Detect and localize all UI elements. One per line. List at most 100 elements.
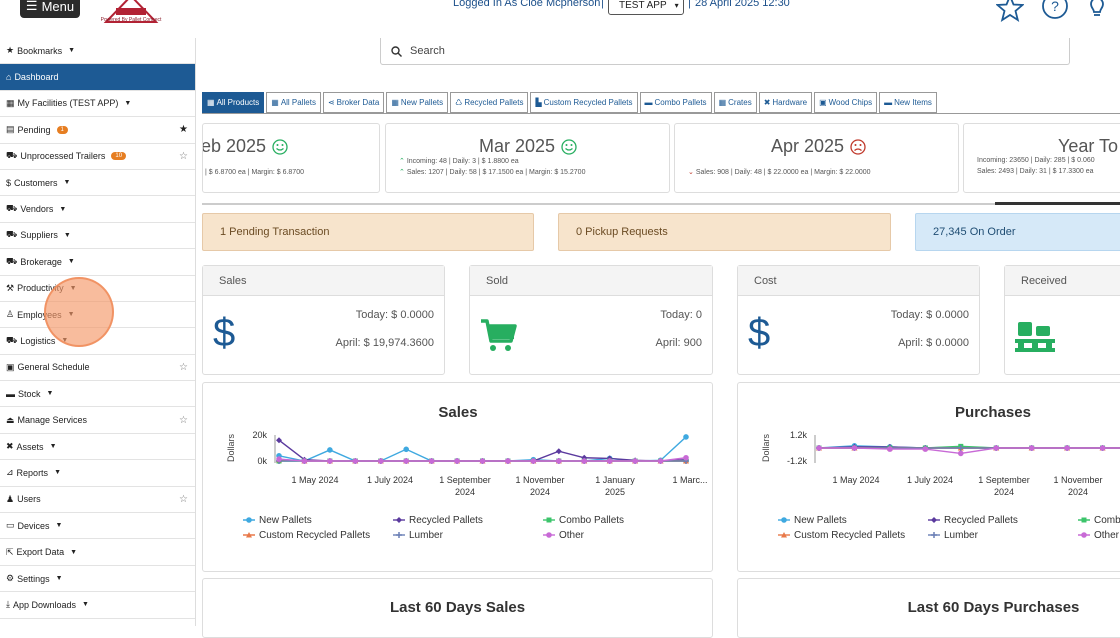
x-tick-label: 1 November	[515, 475, 564, 485]
tab-broker-data[interactable]: ⋖ Broker Data	[322, 92, 385, 113]
export-icon: ⇱	[6, 546, 14, 557]
tab-wood-chips[interactable]: ▣ Wood Chips	[814, 92, 878, 113]
tab-crates[interactable]: ▦ Crates	[713, 92, 757, 113]
x-tick-label: 2025	[605, 487, 625, 497]
sidebar-item-label: Unprocessed Trailers	[20, 151, 106, 162]
sidebar-item-my-facilities-test-app[interactable]: ▦ My Facilities (TEST APP) ▼	[0, 91, 195, 118]
pending-transaction-alert[interactable]: 1 Pending Transaction	[202, 213, 534, 251]
y-axis-label: Dollars	[761, 434, 771, 463]
tab-new-pallets[interactable]: ▦ New Pallets	[386, 92, 449, 113]
lightbulb-icon[interactable]	[1083, 0, 1111, 22]
legend-label: Lumber	[944, 530, 979, 541]
tab-label: All Pallets	[280, 98, 316, 107]
star-filled-icon[interactable]: ★	[179, 124, 188, 136]
hamburger-icon: ☰	[25, 0, 38, 13]
menu-button[interactable]: ☰ Menu	[20, 0, 80, 18]
star-outline-icon[interactable]: ☆	[179, 493, 188, 505]
tab-label: New Pallets	[400, 98, 444, 107]
caret-down-icon: ▼	[54, 469, 61, 477]
frown-icon	[850, 138, 866, 155]
tab-label: Combo Pallets	[654, 98, 707, 107]
legend-label: Recycled Pallets	[409, 515, 483, 526]
star-icon[interactable]	[996, 0, 1024, 22]
sidebar-item-label: Reports	[16, 467, 49, 478]
x-tick-label: 1 May 2024	[291, 475, 338, 485]
sidebar-item-unprocessed-trailers[interactable]: ⛟ Unprocessed Trailers 10 ☆	[0, 144, 195, 170]
carousel-indicator[interactable]	[995, 202, 1120, 205]
sidebar-item-bookmarks[interactable]: ★ Bookmarks ▼	[0, 38, 195, 65]
sidebar-item-label: Employees	[17, 309, 62, 320]
month-card-ytd[interactable]: Year To Incoming: 23650 | Daily: 285 | $…	[963, 123, 1120, 193]
caret-down-icon: ▼	[63, 179, 71, 187]
sidebar-item-assets[interactable]: ✖ Assets ▼	[0, 434, 195, 461]
month-title: Apr 2025	[771, 136, 866, 157]
caret-down-icon: ▼	[124, 99, 132, 107]
legend-label: Custom Recycled Pallets	[259, 530, 370, 541]
sidebar-item-manage-services[interactable]: ⏏ Manage Services ☆	[0, 407, 195, 434]
separator: |	[601, 0, 604, 9]
tab-icon: ▦	[271, 98, 279, 107]
data-point	[1081, 517, 1087, 523]
sidebar-item-brokerage[interactable]: ⛟ Brokerage ▼	[0, 249, 195, 276]
sidebar-item-label: General Schedule	[17, 362, 90, 373]
logged-in-user: Logged In As Cloe Mcpherson	[453, 0, 601, 9]
sidebar-item-label: Productivity	[17, 283, 64, 294]
sales-chart-card: Sales Dollars 20k 0k 1 May 2024 1 July 2024 1 …	[202, 382, 713, 572]
legend-label: New Pallets	[794, 515, 847, 526]
x-tick-label: 1 Marc...	[672, 475, 707, 485]
tab-new-items[interactable]: ▬ New Items	[879, 92, 937, 113]
month-stats-line: Incoming: 23650 | Daily: 285 | $ 0.060	[977, 157, 1095, 164]
x-tick-label: 1 September	[978, 475, 1030, 485]
star-outline-icon[interactable]: ☆	[179, 150, 188, 162]
sidebar-item-app-downloads[interactable]: ⤓ App Downloads ▼	[0, 592, 195, 619]
data-point	[352, 458, 359, 464]
sidebar-item-customers[interactable]: $ Customers ▼	[0, 170, 195, 197]
pickup-requests-alert[interactable]: 0 Pickup Requests	[558, 213, 891, 251]
tab-all-pallets[interactable]: ▦ All Pallets	[266, 92, 321, 113]
sidebar-item-stock[interactable]: ▬ Stock ▼	[0, 381, 195, 408]
app-select[interactable]: TEST APP ▾	[608, 0, 684, 15]
sidebar-item-pending[interactable]: ▤ Pending 1 ★	[0, 117, 195, 144]
tab-all-products[interactable]: ▦ All Products	[202, 92, 265, 113]
month-card-apr[interactable]: Apr 2025 ⌄ Sales: 908 | Daily: 48 | $ 22…	[674, 123, 959, 193]
sidebar-item-label: My Facilities (TEST APP)	[17, 98, 119, 109]
sidebar-item-label: Settings	[17, 573, 50, 584]
search-input[interactable]: Search	[380, 38, 1070, 65]
received-stat-card: Received	[1004, 265, 1120, 375]
y-tick-label: 20k	[252, 430, 267, 440]
data-point	[581, 458, 588, 464]
tab-custom-recycled-pallets[interactable]: ▙ Custom Recycled Pallets	[530, 92, 638, 113]
smile-icon	[561, 138, 577, 155]
help-icon[interactable]: ?	[1041, 0, 1069, 22]
x-tick-label: 1 July 2024	[907, 475, 953, 485]
legend-label: Custom Recycled Pallets	[794, 530, 905, 541]
star-outline-icon[interactable]: ☆	[179, 361, 188, 373]
sidebar-item-vendors[interactable]: ⛟ Vendors ▼	[0, 196, 195, 223]
sidebar-item-users[interactable]: ♟ Users ☆	[0, 487, 195, 514]
tab-hardware[interactable]: ✖ Hardware	[758, 92, 813, 113]
tab-combo-pallets[interactable]: ▬ Combo Pallets	[639, 92, 712, 113]
month-card-feb[interactable]: eb 2025 | $ 6.8700 ea | Margin: $ 6.8700	[202, 123, 380, 193]
building-icon: ▦	[6, 97, 15, 108]
sidebar-item-reports[interactable]: ⊿ Reports ▼	[0, 460, 195, 487]
menu-button-label: Menu	[41, 0, 75, 14]
month-card-mar[interactable]: Mar 2025 ⌃ Incoming: 48 | Daily: 3 | $ 1…	[385, 123, 670, 193]
sales-stat-card: Sales $ Today: $ 0.0000 April: $ 19,974.…	[202, 265, 445, 375]
sidebar-item-export-data[interactable]: ⇱ Export Data ▼	[0, 539, 195, 566]
tab-icon: ▬	[884, 98, 893, 107]
truck-icon: ⛟	[6, 334, 18, 345]
sidebar-item-suppliers[interactable]: ⛟ Suppliers ▼	[0, 223, 195, 250]
data-point	[957, 450, 964, 457]
sidebar-item-general-schedule[interactable]: ▣ General Schedule ☆	[0, 355, 195, 382]
top-bar: ☰ Menu Powered By Pallet Connect Logged …	[0, 0, 1120, 38]
star-outline-icon[interactable]: ☆	[179, 414, 188, 426]
tab-icon: ⋖	[327, 98, 335, 107]
caret-down-icon: ▼	[46, 390, 54, 398]
sidebar-item-dashboard[interactable]: ⌂ Dashboard	[0, 64, 195, 91]
sidebar-item-settings[interactable]: ⚙ Settings ▼	[0, 566, 195, 593]
on-order-alert[interactable]: 27,345 On Order	[915, 213, 1120, 251]
sidebar-item-devices[interactable]: ▭ Devices ▼	[0, 513, 195, 540]
data-point	[555, 448, 562, 455]
data-point	[301, 458, 308, 464]
tab-recycled-pallets[interactable]: ♺ Recycled Pallets	[450, 92, 529, 113]
